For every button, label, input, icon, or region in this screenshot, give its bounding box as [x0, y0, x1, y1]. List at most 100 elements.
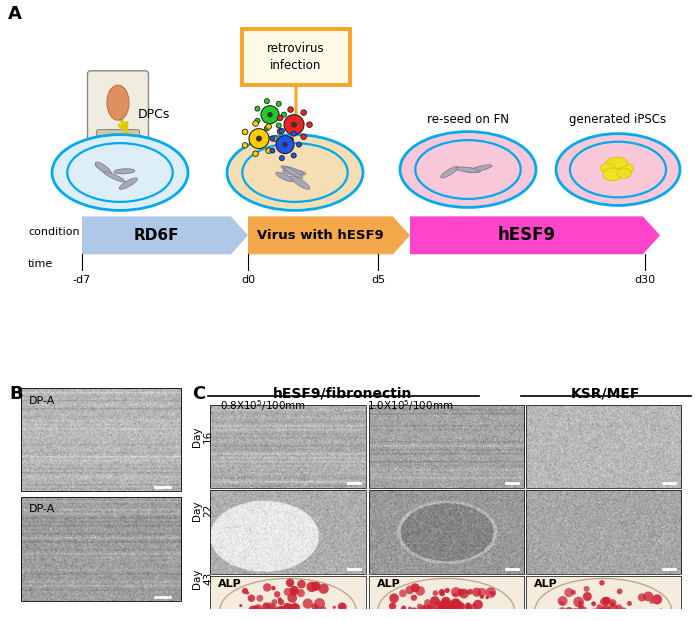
- Circle shape: [467, 589, 473, 595]
- Text: retrovirus
infection: retrovirus infection: [267, 42, 325, 72]
- Circle shape: [598, 614, 607, 621]
- Circle shape: [443, 600, 449, 606]
- Text: 0.8X10$^5$/100mm: 0.8X10$^5$/100mm: [220, 398, 307, 413]
- Circle shape: [332, 606, 336, 609]
- Circle shape: [239, 604, 242, 607]
- Circle shape: [608, 599, 617, 607]
- Circle shape: [271, 586, 276, 591]
- Circle shape: [573, 597, 584, 607]
- Circle shape: [266, 148, 272, 153]
- Circle shape: [558, 596, 568, 606]
- Circle shape: [466, 602, 471, 608]
- Circle shape: [291, 122, 297, 128]
- Circle shape: [453, 600, 459, 606]
- Circle shape: [425, 608, 428, 611]
- Ellipse shape: [290, 176, 309, 189]
- Circle shape: [566, 613, 574, 621]
- Circle shape: [389, 602, 396, 610]
- Circle shape: [293, 610, 302, 620]
- Text: -d7: -d7: [73, 275, 91, 285]
- Circle shape: [443, 607, 452, 615]
- Circle shape: [279, 618, 284, 621]
- Circle shape: [297, 611, 303, 617]
- Circle shape: [439, 609, 447, 617]
- Circle shape: [610, 602, 615, 606]
- Text: re-seed on FN: re-seed on FN: [427, 113, 509, 126]
- Circle shape: [628, 613, 633, 618]
- Circle shape: [302, 619, 305, 621]
- Ellipse shape: [114, 169, 134, 174]
- Circle shape: [293, 605, 298, 609]
- Circle shape: [485, 587, 496, 598]
- Circle shape: [451, 610, 457, 617]
- Ellipse shape: [52, 135, 188, 211]
- Text: Virus with hESF9: Virus with hESF9: [257, 229, 384, 242]
- Circle shape: [276, 614, 281, 619]
- Circle shape: [288, 137, 293, 142]
- Circle shape: [438, 608, 444, 614]
- Circle shape: [302, 599, 313, 609]
- Circle shape: [608, 604, 619, 615]
- Circle shape: [599, 580, 605, 586]
- Circle shape: [657, 609, 665, 616]
- Text: ALP: ALP: [533, 579, 557, 589]
- Text: generated iPSCs: generated iPSCs: [569, 113, 666, 126]
- Circle shape: [627, 601, 632, 606]
- Circle shape: [440, 612, 443, 615]
- Circle shape: [284, 609, 289, 615]
- Circle shape: [312, 604, 318, 610]
- Circle shape: [288, 604, 294, 610]
- Circle shape: [454, 611, 461, 618]
- Text: Day
16: Day 16: [192, 427, 214, 447]
- Circle shape: [246, 591, 249, 595]
- Circle shape: [281, 112, 286, 117]
- Circle shape: [466, 604, 472, 610]
- Circle shape: [559, 607, 566, 614]
- Circle shape: [293, 602, 297, 606]
- Circle shape: [286, 579, 294, 587]
- Circle shape: [617, 612, 622, 616]
- Circle shape: [643, 592, 653, 602]
- Circle shape: [600, 605, 611, 615]
- Circle shape: [402, 605, 406, 610]
- Circle shape: [270, 148, 275, 153]
- Circle shape: [411, 583, 419, 592]
- Circle shape: [578, 603, 584, 609]
- Circle shape: [445, 608, 454, 617]
- Circle shape: [442, 606, 450, 615]
- Ellipse shape: [614, 163, 634, 173]
- Ellipse shape: [400, 132, 536, 207]
- Circle shape: [389, 594, 399, 603]
- Circle shape: [482, 614, 489, 621]
- Circle shape: [549, 609, 555, 616]
- Circle shape: [338, 602, 346, 611]
- Circle shape: [248, 605, 258, 615]
- Circle shape: [284, 606, 291, 614]
- Circle shape: [438, 602, 447, 612]
- Text: C: C: [193, 385, 206, 403]
- Ellipse shape: [603, 168, 622, 181]
- Circle shape: [248, 594, 255, 602]
- Circle shape: [462, 620, 469, 621]
- Circle shape: [412, 617, 416, 621]
- Circle shape: [477, 588, 486, 597]
- Text: ALP: ALP: [218, 579, 242, 589]
- Circle shape: [288, 593, 297, 603]
- Ellipse shape: [276, 172, 293, 181]
- Circle shape: [610, 617, 617, 621]
- Circle shape: [451, 604, 457, 610]
- Circle shape: [489, 591, 493, 594]
- Circle shape: [473, 600, 483, 610]
- Circle shape: [440, 600, 449, 609]
- Circle shape: [609, 614, 616, 620]
- Circle shape: [472, 587, 481, 597]
- Circle shape: [605, 607, 611, 613]
- Circle shape: [619, 607, 627, 615]
- Text: d0: d0: [241, 275, 255, 285]
- Ellipse shape: [456, 167, 479, 173]
- Circle shape: [645, 609, 652, 617]
- Circle shape: [320, 606, 326, 612]
- Circle shape: [596, 608, 606, 619]
- Circle shape: [473, 612, 481, 620]
- Circle shape: [564, 607, 574, 617]
